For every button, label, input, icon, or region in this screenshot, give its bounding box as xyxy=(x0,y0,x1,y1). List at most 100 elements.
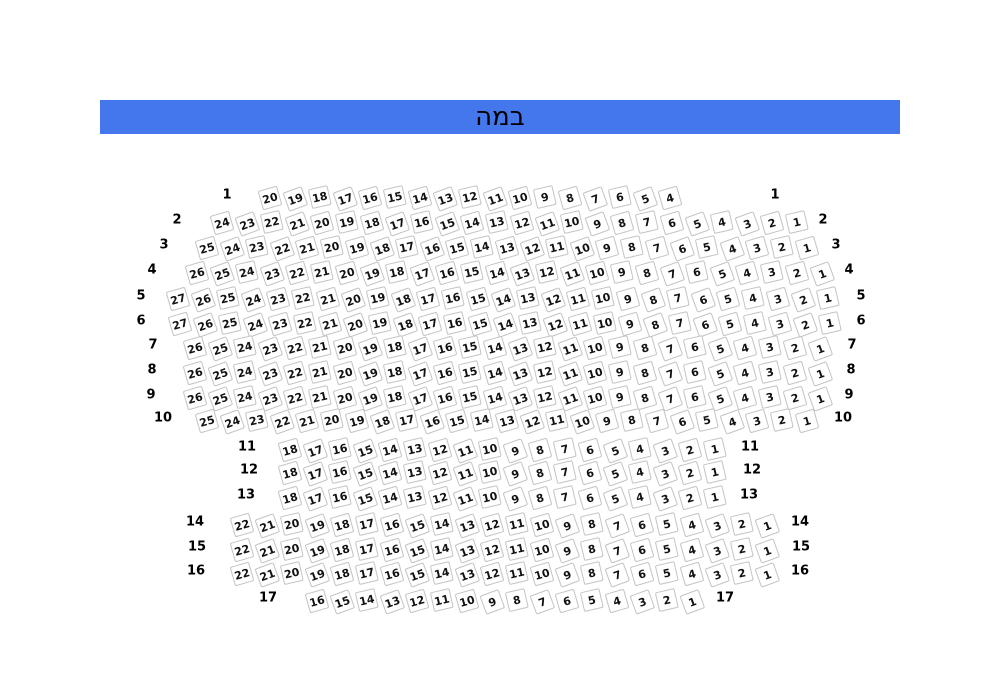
seat-row13-num3[interactable]: 3 xyxy=(652,486,679,512)
seat-row17-num4[interactable]: 4 xyxy=(604,588,630,614)
seat-row9-num2[interactable]: 2 xyxy=(782,385,808,411)
seat-row9-num25[interactable]: 25 xyxy=(207,386,234,412)
seat-row9-num9[interactable]: 9 xyxy=(607,385,632,410)
seat-row6-num22[interactable]: 22 xyxy=(292,311,317,336)
seat-row8-num17[interactable]: 17 xyxy=(407,361,434,387)
seat-row4-num3[interactable]: 3 xyxy=(759,260,784,285)
seat-row9-num26[interactable]: 26 xyxy=(182,385,208,411)
seat-row17-num15[interactable]: 15 xyxy=(329,589,356,615)
seat-row10-num6[interactable]: 6 xyxy=(669,409,696,435)
seat-row3-num21[interactable]: 21 xyxy=(294,235,320,261)
seat-row6-num21[interactable]: 21 xyxy=(317,311,343,337)
seat-row7-num6[interactable]: 6 xyxy=(682,335,707,360)
seat-row10-num25[interactable]: 25 xyxy=(194,408,220,434)
seat-row5-num21[interactable]: 21 xyxy=(315,286,341,312)
seat-row14-num8[interactable]: 8 xyxy=(579,512,604,537)
seat-row15-num3[interactable]: 3 xyxy=(704,538,731,564)
seat-row16-num18[interactable]: 18 xyxy=(329,561,355,587)
seat-row10-num9[interactable]: 9 xyxy=(594,408,620,434)
seat-row2-num9[interactable]: 9 xyxy=(584,211,611,237)
seat-row9-num13[interactable]: 13 xyxy=(507,386,534,412)
seat-row8-num26[interactable]: 26 xyxy=(182,360,208,386)
seat-row5-num22[interactable]: 22 xyxy=(290,286,315,311)
seat-row14-num17[interactable]: 17 xyxy=(354,512,379,537)
seat-row14-num1[interactable]: 1 xyxy=(754,513,781,539)
seat-row4-num16[interactable]: 16 xyxy=(434,260,460,286)
seat-row14-num16[interactable]: 16 xyxy=(379,512,405,538)
seat-row5-num26[interactable]: 26 xyxy=(190,287,217,313)
seat-row7-num20[interactable]: 20 xyxy=(332,335,358,361)
seat-row9-num14[interactable]: 14 xyxy=(482,385,508,411)
seat-row7-num26[interactable]: 26 xyxy=(182,335,208,361)
seat-row1-num10[interactable]: 10 xyxy=(507,185,533,211)
seat-row13-num2[interactable]: 2 xyxy=(677,485,703,511)
seat-row12-num8[interactable]: 8 xyxy=(527,460,553,486)
seat-row1-num14[interactable]: 14 xyxy=(407,185,433,211)
seat-row8-num3[interactable]: 3 xyxy=(757,360,782,385)
seat-row9-num8[interactable]: 8 xyxy=(632,385,658,411)
seat-row4-num5[interactable]: 5 xyxy=(709,261,736,287)
seat-row4-num11[interactable]: 11 xyxy=(559,261,586,287)
seat-row2-num24[interactable]: 24 xyxy=(209,210,235,236)
seat-row1-num20[interactable]: 20 xyxy=(257,185,283,211)
seat-row5-num18[interactable]: 18 xyxy=(390,287,417,313)
seat-row12-num3[interactable]: 3 xyxy=(652,461,679,487)
seat-row16-num9[interactable]: 9 xyxy=(554,562,581,588)
seat-row5-num11[interactable]: 11 xyxy=(565,286,591,312)
seat-row2-num20[interactable]: 20 xyxy=(309,210,335,236)
seat-row13-num12[interactable]: 12 xyxy=(427,485,453,511)
seat-row15-num2[interactable]: 2 xyxy=(729,537,754,562)
seat-row9-num1[interactable]: 1 xyxy=(807,386,834,412)
seat-row6-num13[interactable]: 13 xyxy=(517,311,542,336)
seat-row2-num8[interactable]: 8 xyxy=(609,210,635,236)
seat-row11-num1[interactable]: 1 xyxy=(702,437,727,462)
seat-row14-num13[interactable]: 13 xyxy=(454,513,481,539)
seat-row8-num6[interactable]: 6 xyxy=(682,360,707,385)
seat-row3-num25[interactable]: 25 xyxy=(194,235,220,261)
seat-row15-num18[interactable]: 18 xyxy=(329,537,355,563)
seat-row13-num9[interactable]: 9 xyxy=(502,486,529,512)
seat-row9-num10[interactable]: 10 xyxy=(582,385,608,411)
seat-row5-num20[interactable]: 20 xyxy=(340,287,367,313)
seat-row10-num22[interactable]: 22 xyxy=(269,409,296,435)
seat-row9-num22[interactable]: 22 xyxy=(282,385,308,411)
seat-row13-num14[interactable]: 14 xyxy=(377,485,403,511)
seat-row11-num9[interactable]: 9 xyxy=(502,438,529,464)
seat-row6-num23[interactable]: 23 xyxy=(267,311,293,337)
seat-row16-num4[interactable]: 4 xyxy=(679,561,705,587)
seat-row9-num6[interactable]: 6 xyxy=(682,385,707,410)
seat-row5-num25[interactable]: 25 xyxy=(215,286,240,311)
seat-row10-num18[interactable]: 18 xyxy=(369,409,396,435)
seat-row1-num6[interactable]: 6 xyxy=(607,185,632,210)
seat-row10-num13[interactable]: 13 xyxy=(494,408,520,434)
seat-row16-num3[interactable]: 3 xyxy=(704,562,731,588)
seat-row10-num21[interactable]: 21 xyxy=(294,408,320,434)
seat-row4-num18[interactable]: 18 xyxy=(384,260,409,285)
seat-row17-num10[interactable]: 10 xyxy=(454,588,480,614)
seat-row16-num14[interactable]: 14 xyxy=(429,561,454,586)
seat-row6-num7[interactable]: 7 xyxy=(667,311,692,336)
seat-row1-num19[interactable]: 19 xyxy=(282,186,309,212)
seat-row3-num5[interactable]: 5 xyxy=(694,235,719,260)
seat-row5-num8[interactable]: 8 xyxy=(640,287,667,313)
seat-row16-num13[interactable]: 13 xyxy=(454,562,481,588)
seat-row14-num15[interactable]: 15 xyxy=(404,513,431,539)
seat-row9-num21[interactable]: 21 xyxy=(307,385,332,410)
seat-row15-num8[interactable]: 8 xyxy=(579,537,604,562)
seat-row7-num23[interactable]: 23 xyxy=(257,336,284,362)
seat-row4-num15[interactable]: 15 xyxy=(459,260,484,285)
seat-row4-num20[interactable]: 20 xyxy=(334,260,360,286)
seat-row12-num13[interactable]: 13 xyxy=(402,460,427,485)
seat-row14-num21[interactable]: 21 xyxy=(254,513,281,539)
seat-row2-num2[interactable]: 2 xyxy=(759,210,785,236)
seat-row2-num4[interactable]: 4 xyxy=(709,210,734,235)
seat-row14-num20[interactable]: 20 xyxy=(279,512,304,537)
seat-row1-num5[interactable]: 5 xyxy=(632,186,659,212)
seat-row12-num16[interactable]: 16 xyxy=(327,460,352,485)
seat-row3-num1[interactable]: 1 xyxy=(794,235,820,261)
seat-row14-num6[interactable]: 6 xyxy=(629,512,655,538)
seat-row8-num22[interactable]: 22 xyxy=(282,360,308,386)
seat-row10-num7[interactable]: 7 xyxy=(644,408,670,434)
seat-row3-num19[interactable]: 19 xyxy=(344,235,370,261)
seat-row4-num9[interactable]: 9 xyxy=(609,260,634,285)
